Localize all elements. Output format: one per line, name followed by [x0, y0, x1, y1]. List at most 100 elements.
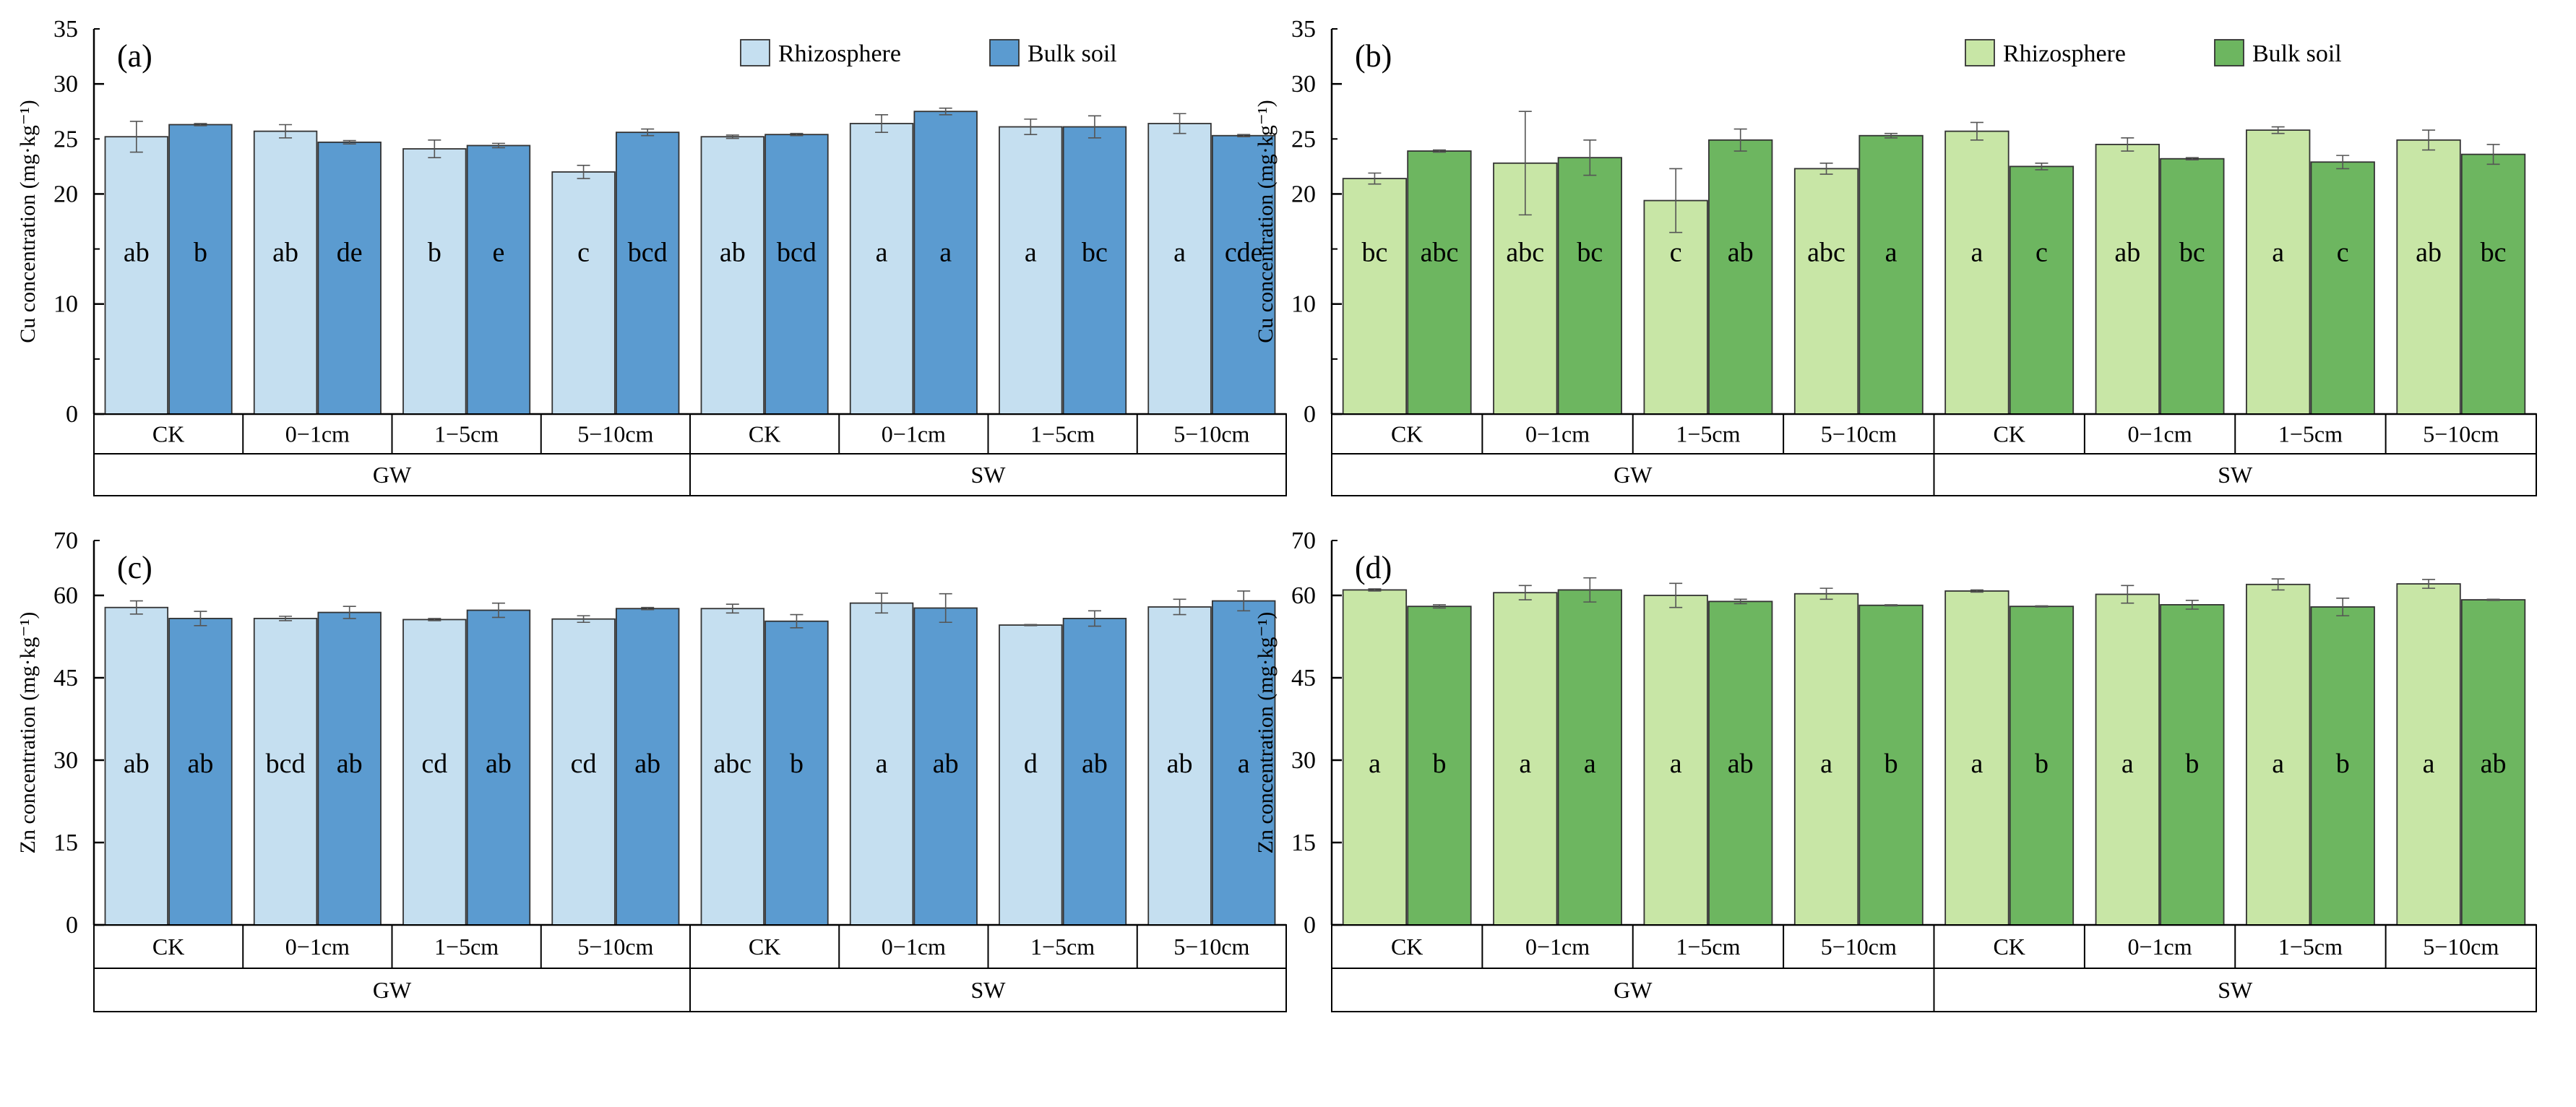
- y-axis-label: Cu concentration (mg·kg⁻¹): [16, 100, 40, 343]
- y-tick-label: 25: [1291, 126, 1316, 152]
- bar-bulk-soil: [1211, 134, 1276, 415]
- significance-letter: ab: [2114, 238, 2140, 268]
- significance-letter: c: [577, 238, 590, 268]
- bar-bulk-soil: [168, 618, 233, 926]
- category-table: CK 0−1cm 1−5cm 5−10cm CK 0−1cm 1−5cm 5−10cm GW SW: [1331, 924, 2537, 1012]
- bar-rhizosphere: [402, 148, 467, 415]
- panel-label: (b): [1355, 38, 1392, 74]
- significance-letter: c: [1670, 238, 1682, 268]
- y-tick-label: 0: [66, 401, 78, 428]
- significance-letter: ab: [634, 749, 660, 779]
- bar-rhizosphere: [1793, 168, 1859, 415]
- y-tick-label: 0: [1304, 401, 1316, 428]
- significance-letter: b: [2185, 749, 2199, 779]
- bar-rhizosphere: [700, 608, 765, 926]
- bar-rhizosphere: [700, 136, 765, 415]
- y-tick-label: 70: [1291, 527, 1316, 554]
- significance-letter: ab: [1728, 749, 1754, 779]
- bar-rhizosphere: [2246, 583, 2311, 926]
- y-tick-label: 60: [53, 582, 78, 609]
- significance-letter: a: [2121, 749, 2134, 779]
- significance-letter: ab: [337, 749, 363, 779]
- bar-bulk-soil: [2160, 604, 2225, 926]
- x-tick-label: 1−5cm: [434, 421, 499, 447]
- x-tick-label: 5−10cm: [1173, 934, 1249, 960]
- x-tick-label: 0−1cm: [2127, 421, 2192, 447]
- x-tick-label: CK: [1391, 934, 1423, 960]
- significance-letter: bcd: [266, 749, 306, 779]
- y-tick-label: 30: [53, 747, 78, 774]
- significance-letter: abc: [1421, 238, 1459, 268]
- significance-letter: ab: [933, 749, 959, 779]
- significance-letter: abc: [713, 749, 751, 779]
- x-tick-label: 5−10cm: [577, 421, 653, 447]
- legend: Rhizosphere Bulk soil: [1965, 39, 2342, 67]
- significance-letter: a: [2272, 238, 2284, 268]
- x-tick-label: 0−1cm: [882, 934, 946, 960]
- bar-bulk-soil: [2310, 161, 2375, 415]
- bar-bulk-soil: [2160, 158, 2225, 415]
- bar-rhizosphere: [999, 624, 1063, 926]
- significance-letter: b: [790, 749, 804, 779]
- significance-letter: b: [194, 238, 207, 268]
- y-tick-label: 25: [53, 126, 78, 152]
- bar-bulk-soil: [1708, 139, 1773, 415]
- bar-bulk-soil: [168, 124, 233, 415]
- significance-letter: a: [1670, 749, 1682, 779]
- x-tick-label: 5−10cm: [577, 934, 653, 960]
- category-table: CK 0−1cm 1−5cm 5−10cm CK 0−1cm 1−5cm 5−10cm GW SW: [1331, 413, 2537, 496]
- x-tick-label: 0−1cm: [1525, 421, 1590, 447]
- significance-letter: d: [1024, 749, 1038, 779]
- significance-letter: a: [1820, 749, 1832, 779]
- significance-letter: e: [493, 238, 505, 268]
- group-label: GW: [1614, 977, 1653, 1003]
- bar-rhizosphere: [1147, 123, 1212, 415]
- x-tick-label: 1−5cm: [1676, 421, 1740, 447]
- significance-letter: cde: [1225, 238, 1263, 268]
- significance-letter: a: [1369, 749, 1381, 779]
- x-tick-label: 1−5cm: [2278, 934, 2343, 960]
- panel-label: (a): [117, 38, 152, 74]
- bar-bulk-soil: [466, 609, 531, 926]
- x-tick-label: 5−10cm: [1821, 934, 1897, 960]
- bar-bulk-soil: [317, 141, 382, 415]
- significance-letter: a: [1970, 749, 1983, 779]
- x-tick-label: CK: [1391, 421, 1423, 447]
- y-tick-label: 45: [53, 665, 78, 692]
- bar-rhizosphere: [1147, 606, 1212, 926]
- legend-swatch-rhizosphere: [740, 39, 770, 66]
- y-tick-label: 20: [1291, 181, 1316, 207]
- significance-letter: a: [1885, 238, 1897, 268]
- significance-letter: ab: [124, 749, 150, 779]
- bar-bulk-soil: [1211, 600, 1276, 926]
- x-tick-label: 1−5cm: [1030, 421, 1095, 447]
- x-tick-label: 1−5cm: [2278, 421, 2343, 447]
- panel-label: (c): [117, 550, 152, 585]
- significance-letter: abc: [1807, 238, 1845, 268]
- significance-letter: bc: [1577, 238, 1603, 268]
- y-tick-label: 35: [53, 16, 78, 43]
- significance-letter: ab: [124, 238, 150, 268]
- y-tick-label: 30: [1291, 71, 1316, 98]
- significance-letter: ab: [1728, 238, 1754, 268]
- bar-rhizosphere: [2246, 129, 2311, 415]
- bar-rhizosphere: [1342, 178, 1408, 415]
- bar-bulk-soil: [2460, 153, 2526, 415]
- bar-rhizosphere: [402, 619, 467, 926]
- chart-panel-c: 0 15 30 45 60 70 Zn concentration (mg·kg⁻¹) (c)…: [16, 527, 1287, 1012]
- significance-letter: bcd: [628, 238, 668, 268]
- category-table: CK 0−1cm 1−5cm 5−10cm CK 0−1cm 1−5cm 5−10cm GW SW: [93, 413, 1287, 496]
- y-tick-label: 0: [1304, 912, 1316, 939]
- y-tick-label: 30: [53, 71, 78, 98]
- y-tick-label: 10: [53, 291, 78, 318]
- significance-letter: a: [2272, 749, 2284, 779]
- significance-letter: a: [1025, 238, 1037, 268]
- x-tick-label: 0−1cm: [285, 934, 350, 960]
- bar-rhizosphere: [1643, 595, 1708, 926]
- bar-bulk-soil: [1557, 157, 1622, 415]
- significance-letter: a: [876, 749, 888, 779]
- chart-panel-a: 0 10 20 30 25 35 Cu concentration (mg·kg⁻¹) (a)…: [16, 16, 1287, 496]
- significance-letter: abc: [1506, 238, 1544, 268]
- x-tick-label: CK: [1993, 934, 2025, 960]
- significance-letter: de: [337, 238, 363, 268]
